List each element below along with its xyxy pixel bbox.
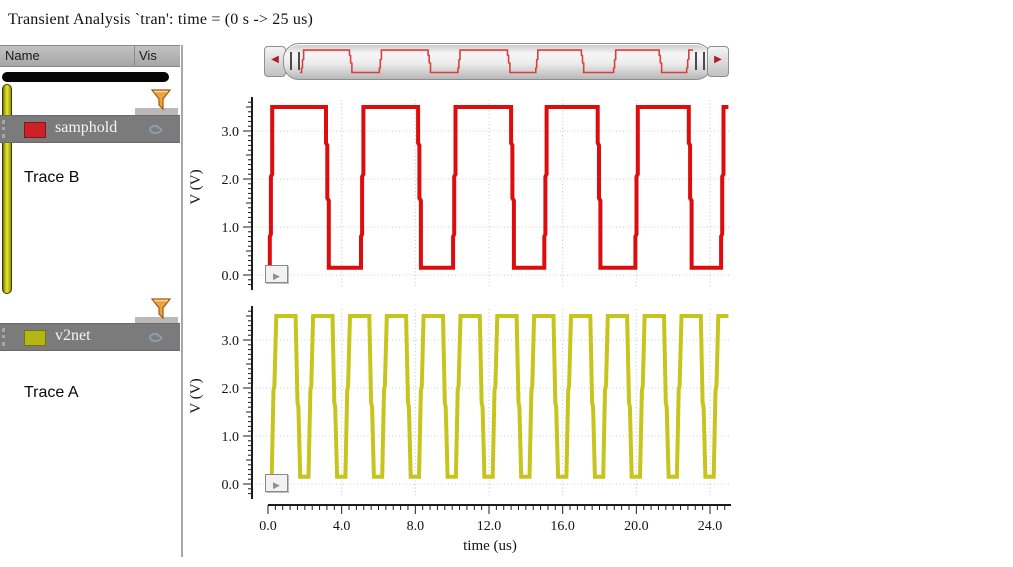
trace-list-header: Name Vis xyxy=(0,45,180,67)
y-tick-label: 1.0 xyxy=(222,221,240,236)
analysis-title: Transient Analysis `tran': time = (0 s -… xyxy=(8,11,314,28)
overview-trace xyxy=(300,49,693,74)
y-tick-label: 3.0 xyxy=(222,334,240,349)
play-button-bottom-panel[interactable]: ▶ xyxy=(265,474,288,492)
refresh-icon[interactable] xyxy=(148,332,163,343)
trace-color-swatch[interactable] xyxy=(24,330,46,346)
filter-funnel-icon[interactable] xyxy=(150,297,172,321)
x-axis: 0.0 4.0 8.0 12.0 16.0 20.0 24.0 time (us) xyxy=(259,504,731,554)
y-axis-title: V (V) xyxy=(188,378,204,413)
time-pan-scrollbar: ◀ ▶ xyxy=(264,43,729,80)
panel-top: 0.0 1.0 2.0 3.0 V (V) xyxy=(188,97,731,290)
x-tick-label: 0.0 xyxy=(259,519,277,534)
row-shelf xyxy=(135,108,178,115)
y-tick-label: 2.0 xyxy=(222,382,240,397)
thumb-left-grip[interactable] xyxy=(290,52,300,70)
waveform-samphold[interactable] xyxy=(267,105,729,270)
x-tick-label: 4.0 xyxy=(333,519,351,534)
section-label-trace-b: Trace B xyxy=(24,169,80,186)
x-tick-label: 24.0 xyxy=(698,519,723,534)
pan-scrollbar-thumb[interactable] xyxy=(283,43,712,80)
right-arrow-icon: ▶ xyxy=(714,54,722,65)
trace-name-label: v2net xyxy=(55,327,91,344)
trace-color-swatch[interactable] xyxy=(24,122,46,138)
play-icon: ▶ xyxy=(273,480,280,490)
filter-funnel-icon[interactable] xyxy=(150,88,172,112)
trace-name-label: samphold xyxy=(55,119,118,136)
sidebar-divider[interactable] xyxy=(181,45,183,557)
y-axis-title: V (V) xyxy=(188,169,204,204)
play-icon: ▶ xyxy=(273,271,280,281)
x-tick-label: 20.0 xyxy=(624,519,649,534)
row-shelf xyxy=(135,317,178,324)
column-header-vis[interactable]: Vis xyxy=(139,48,157,63)
row-drag-handle[interactable] xyxy=(2,328,8,346)
y-tick-label: 3.0 xyxy=(222,125,240,140)
y-tick-label: 0.0 xyxy=(222,478,240,493)
play-button-top-panel[interactable]: ▶ xyxy=(265,265,288,283)
column-divider[interactable] xyxy=(134,46,135,66)
section-label-trace-a: Trace A xyxy=(24,384,79,401)
x-tick-label: 12.0 xyxy=(477,519,502,534)
waveform-v2net[interactable] xyxy=(268,314,729,479)
column-header-name[interactable]: Name xyxy=(5,48,40,63)
y-tick-label: 0.0 xyxy=(222,269,240,284)
refresh-icon[interactable] xyxy=(148,124,163,135)
waveform-plot-canvas: 0.0 1.0 2.0 3.0 V (V) 0.0 1.0 2.0 3.0 V (V) 0.0 4.0… xyxy=(188,97,731,554)
y-tick-label: 2.0 xyxy=(222,173,240,188)
x-tick-label: 16.0 xyxy=(550,519,575,534)
trace-row-v2net[interactable]: v2net xyxy=(0,323,180,351)
sidebar-vertical-scrollbar-thumb[interactable] xyxy=(2,84,12,294)
x-tick-label: 8.0 xyxy=(407,519,425,534)
panel-bottom: 0.0 1.0 2.0 3.0 V (V) xyxy=(188,306,731,499)
left-arrow-icon: ◀ xyxy=(271,54,279,65)
thumb-right-grip[interactable] xyxy=(695,52,705,70)
sidebar-horizontal-scrollbar-thumb[interactable] xyxy=(2,72,169,82)
y-tick-label: 1.0 xyxy=(222,430,240,445)
trace-row-samphold[interactable]: samphold xyxy=(0,115,180,143)
x-axis-title: time (us) xyxy=(463,538,517,554)
row-drag-handle[interactable] xyxy=(2,120,8,138)
pan-right-button[interactable]: ▶ xyxy=(707,46,729,77)
overview-waveform xyxy=(300,49,693,74)
